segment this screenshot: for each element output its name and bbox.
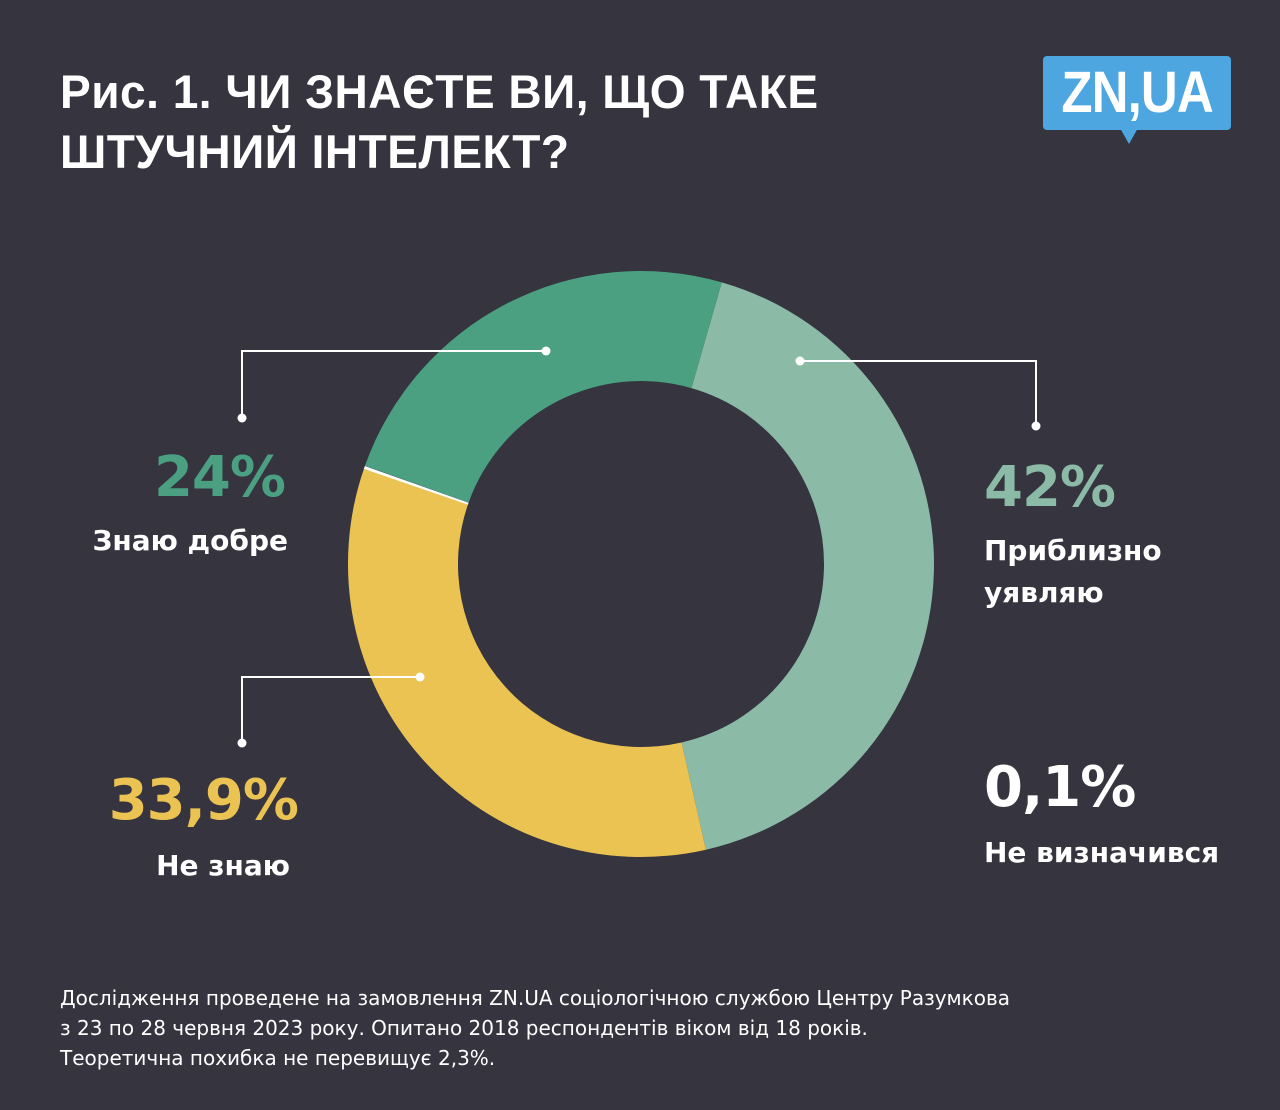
- label-roughly-imagine-line1: Приблизно: [984, 534, 1162, 567]
- leader-line-good: [241, 350, 546, 418]
- value-dont-know: 33,9%: [108, 768, 299, 833]
- leader-dot-good-start: [541, 346, 551, 356]
- donut-segment-0: [681, 282, 935, 850]
- footnote-line-2: з 23 по 28 червня 2023 року. Опитано 201…: [60, 1016, 868, 1040]
- label-dont-know: Не знаю: [156, 849, 290, 882]
- logo-text: ZN,UA: [1061, 60, 1213, 125]
- value-undecided: 0,1%: [984, 755, 1136, 820]
- footnote-line-3: Теоретична похибка не перевищує 2,3%.: [60, 1046, 496, 1070]
- leader-dot-dont-end: [237, 738, 247, 748]
- methodology-footnote: Дослідження проведене на замовлення ZN.U…: [60, 983, 1220, 1073]
- donut-segments: [347, 271, 935, 857]
- leader-dot-approx-start: [795, 356, 805, 366]
- value-know-well: 24%: [153, 445, 286, 510]
- label-know-well: Знаю добре: [92, 524, 288, 557]
- logo-speech-tail-icon: [1120, 128, 1138, 144]
- label-roughly-imagine-line2: уявляю: [984, 576, 1104, 609]
- donut-segment-3: [364, 271, 722, 503]
- leader-dot-dont-start: [415, 672, 425, 682]
- donut-segment-2: [363, 466, 469, 505]
- title-line-1: Рис. 1. ЧИ ЗНАЄТЕ ВИ, ЩО ТАКЕ: [60, 65, 819, 118]
- leader-dot-approx-end: [1031, 421, 1041, 431]
- leader-dot-good-end: [237, 413, 247, 423]
- value-roughly-imagine: 42%: [984, 455, 1116, 520]
- chart-title: Рис. 1. ЧИ ЗНАЄТЕ ВИ, ЩО ТАКЕ ШТУЧНИЙ ІН…: [60, 62, 942, 182]
- leader-line-dont: [241, 676, 420, 743]
- donut-segment-1: [347, 467, 706, 857]
- label-roughly-imagine: Приблизно уявляю: [984, 530, 1204, 614]
- footnote-line-1: Дослідження проведене на замовлення ZN.U…: [60, 986, 1010, 1010]
- zn-ua-logo: ZN,UA: [1043, 56, 1231, 130]
- label-undecided: Не визначився: [984, 836, 1220, 869]
- title-line-2: ШТУЧНИЙ ІНТЕЛЕКТ?: [60, 125, 570, 178]
- leader-line-approx: [800, 360, 1037, 426]
